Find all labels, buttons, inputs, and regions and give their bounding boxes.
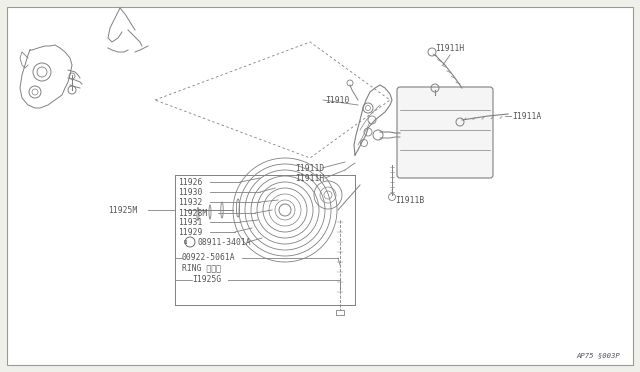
Text: 11926: 11926 — [178, 177, 202, 186]
Circle shape — [279, 204, 291, 216]
Text: AP75 §003P: AP75 §003P — [576, 352, 620, 358]
Text: I1911A: I1911A — [512, 112, 541, 121]
Text: 11929: 11929 — [178, 228, 202, 237]
Text: 00922-5061A: 00922-5061A — [182, 253, 236, 263]
Text: 11932: 11932 — [178, 198, 202, 206]
Text: I1911H: I1911H — [295, 173, 324, 183]
Text: RING リング: RING リング — [182, 263, 221, 273]
Text: I1911D: I1911D — [295, 164, 324, 173]
Text: 08911-3401A: 08911-3401A — [197, 237, 251, 247]
Text: 11925M: 11925M — [108, 205, 137, 215]
Text: 11928M: 11928M — [178, 208, 207, 218]
Bar — [336, 310, 344, 315]
Text: 11930: 11930 — [178, 187, 202, 196]
Text: I1910: I1910 — [325, 96, 349, 105]
Text: N: N — [184, 240, 187, 244]
Text: I1911B: I1911B — [395, 196, 424, 205]
FancyBboxPatch shape — [397, 87, 493, 178]
Text: I1925G: I1925G — [192, 276, 221, 285]
Text: I1911H: I1911H — [435, 44, 464, 52]
Text: 11931: 11931 — [178, 218, 202, 227]
